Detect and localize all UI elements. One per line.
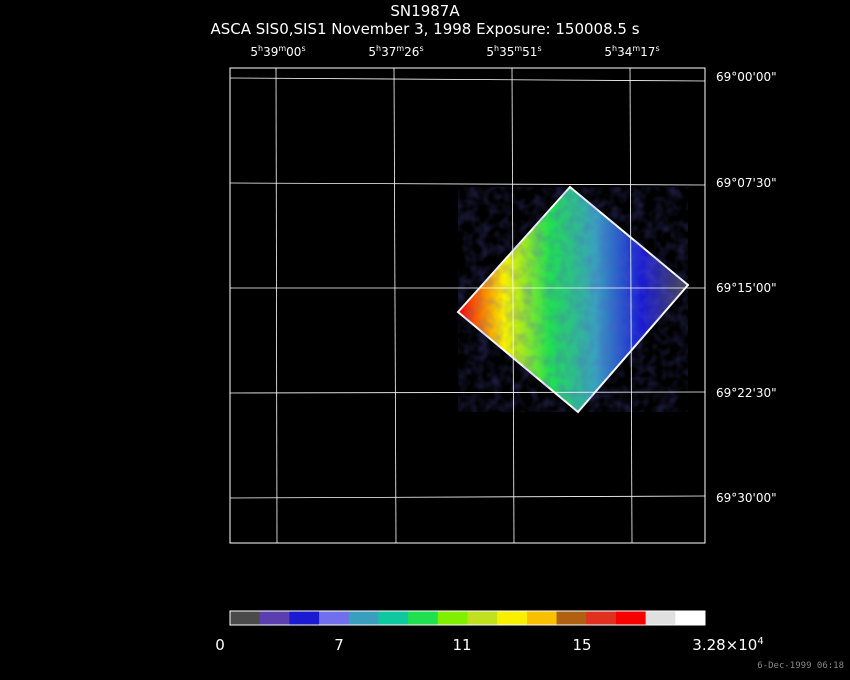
colorbar-swatch <box>378 611 409 625</box>
colorbar-swatch <box>348 611 379 625</box>
image-title: SN1987A <box>390 2 460 20</box>
colorbar-swatch <box>556 611 587 625</box>
colorbar-label: 15 <box>572 636 592 654</box>
colorbar-label: 0 <box>215 636 225 654</box>
ra-tick-label: 5h37m26s <box>368 44 424 59</box>
colorbar-swatch <box>645 611 676 625</box>
ra-tick-label: 5h34m17s <box>604 44 660 59</box>
colorbar-swatch <box>586 611 617 625</box>
colorbar-swatch <box>675 611 706 625</box>
ra-tick-label: 5h35m51s <box>486 44 542 59</box>
image-subtitle: ASCA SIS0,SIS1 November 3, 1998 Exposure… <box>210 20 640 38</box>
dec-tick-label: 69°15'00" <box>716 281 777 295</box>
colorbar-swatch <box>497 611 528 625</box>
colorbar-swatch <box>289 611 320 625</box>
colorbar-swatch <box>259 611 290 625</box>
colorbar-label: 7 <box>334 636 344 654</box>
plot-frame <box>229 67 706 544</box>
dec-tick-label: 69°00'00" <box>716 70 777 84</box>
colorbar <box>229 610 706 626</box>
colorbar-swatch <box>230 611 261 625</box>
detector-image <box>456 185 690 414</box>
dec-tick-label: 69°07'30" <box>716 176 777 190</box>
ra-tick-label: 5h39m00s <box>250 44 306 59</box>
colorbar-swatch <box>408 611 439 625</box>
dec-tick-label: 69°22'30" <box>716 386 777 400</box>
dec-tick-label: 69°30'00" <box>716 491 777 505</box>
colorbar-swatch <box>467 611 498 625</box>
coordinate-grid <box>229 67 706 544</box>
timestamp: 6-Dec-1999 06:18 <box>757 661 844 671</box>
colorbar-swatch <box>526 611 558 625</box>
colorbar-label: 3.28×104 <box>692 636 764 654</box>
colorbar-label: 11 <box>452 636 472 654</box>
colorbar-swatch <box>615 611 647 625</box>
colorbar-swatch <box>319 611 350 625</box>
colorbar-border <box>229 610 706 626</box>
colorbar-swatch <box>437 611 468 625</box>
